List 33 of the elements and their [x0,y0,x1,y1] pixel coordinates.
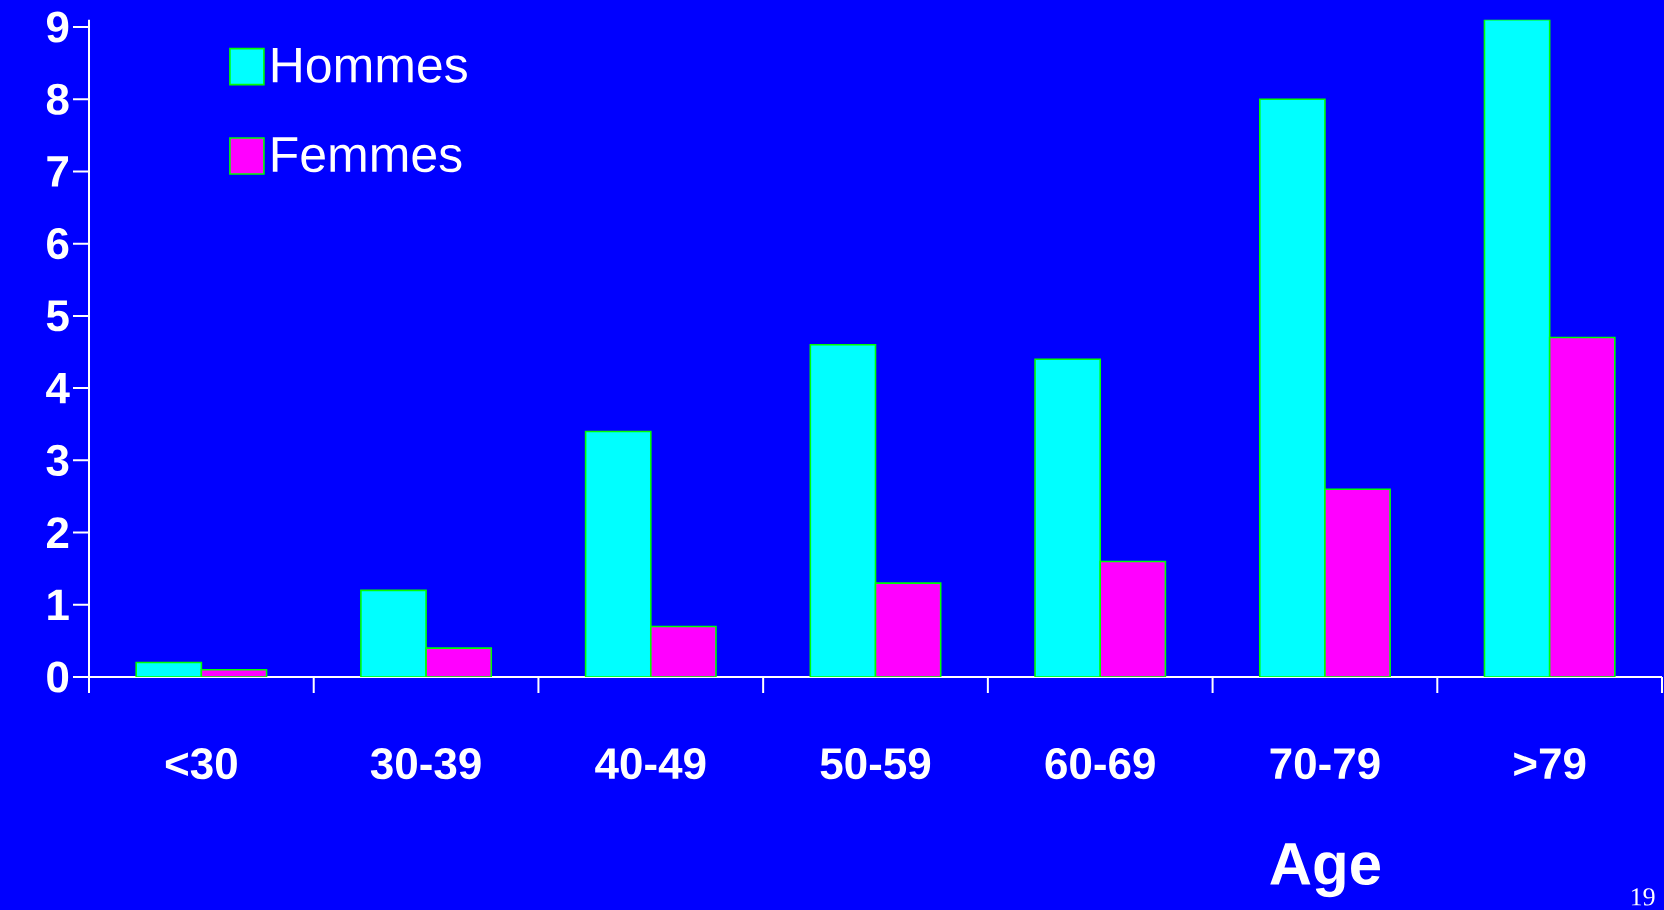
legend-label: Femmes [272,137,462,173]
x-tick-label: 40-49 [595,748,706,780]
x-axis-title: Age [1270,843,1381,898]
x-tick-label: >79 [1514,748,1586,780]
text: 19 [1631,888,1655,906]
y-tick-label: 0 [47,661,69,693]
x-tick-label: <30 [165,748,237,780]
bar [874,582,942,677]
bar [1324,488,1391,677]
bar [425,647,493,677]
y-tick-label: 1 [48,589,69,620]
y-tick-label: 6 [47,228,69,260]
bar [649,625,717,677]
x-tick-label: 50-59 [820,748,931,780]
bar [1258,98,1326,677]
y-tick-label: 2 [47,517,69,548]
y-tick-label: 9 [47,11,69,43]
x-tick-label: 30-39 [370,748,481,780]
bar [1034,358,1102,677]
y-tick-label: 8 [46,83,69,115]
y-tick-label: 5 [46,300,69,332]
y-tick-label: 3 [46,444,69,476]
legend-label: Hommes [272,47,467,83]
bar [1548,336,1616,677]
bar [809,343,877,677]
bar [360,589,427,677]
bar [1483,19,1551,677]
y-tick-label: 4 [46,372,70,404]
y-tick-label: 7 [47,156,69,187]
x-tick-label: 60-69 [1045,748,1155,780]
bar [1099,560,1167,677]
bar [584,430,652,677]
x-tick-label: 70-79 [1270,748,1380,780]
